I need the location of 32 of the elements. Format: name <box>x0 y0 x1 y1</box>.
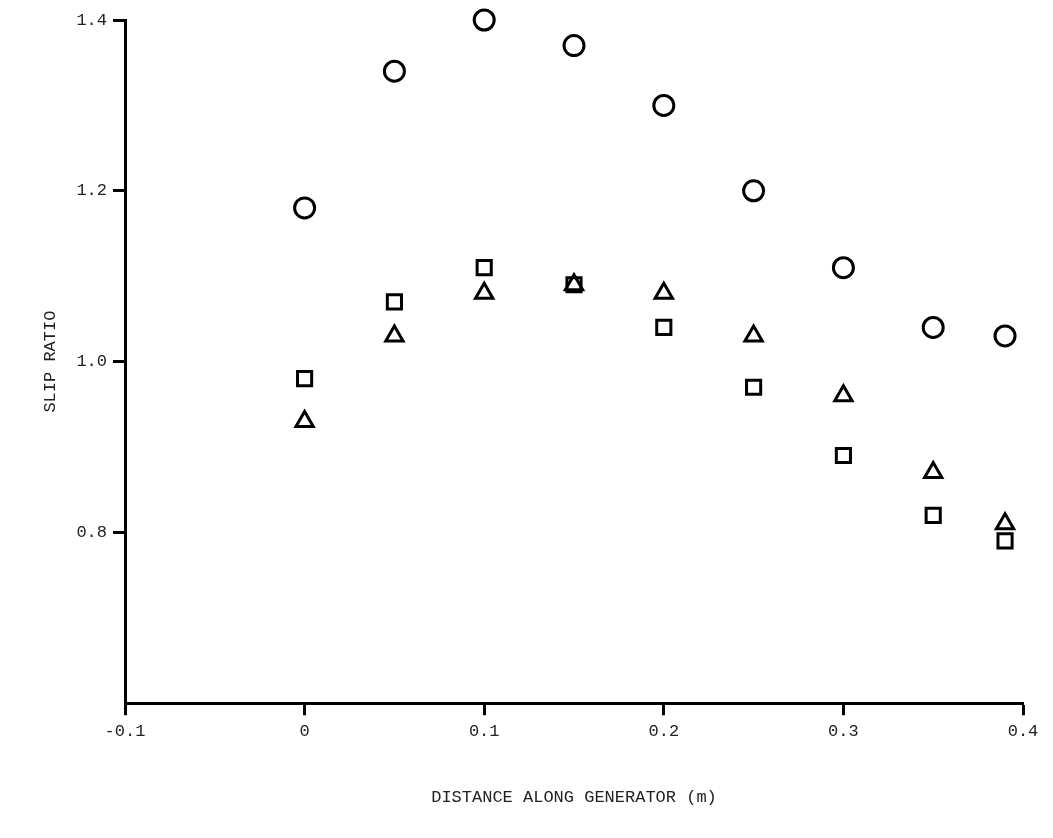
point <box>923 461 944 480</box>
point <box>833 384 854 403</box>
x-tick-label: -0.1 <box>104 721 146 741</box>
point <box>994 512 1016 531</box>
point <box>296 370 314 388</box>
y-axis-title: SLIP RATIO <box>40 310 60 413</box>
y-tick-label: 1.0 <box>76 352 107 372</box>
x-tick-label: 0.3 <box>828 721 859 741</box>
x-tick-label: 0.4 <box>1007 721 1039 741</box>
point <box>831 256 855 280</box>
y-tick-label: 0.8 <box>76 522 107 542</box>
x-tick-label: 0.1 <box>468 721 500 741</box>
y-tick-label: 1.2 <box>76 181 107 201</box>
point <box>996 532 1014 550</box>
point <box>472 8 496 32</box>
point <box>742 179 766 203</box>
point <box>924 506 942 524</box>
x-tick-label: 0.2 <box>648 721 680 741</box>
point <box>993 324 1017 348</box>
point <box>562 34 586 58</box>
point <box>745 378 763 396</box>
point <box>921 315 945 339</box>
point <box>475 259 493 277</box>
point <box>652 93 676 117</box>
x-axis-title: DISTANCE ALONG GENERATOR (m) <box>431 788 717 808</box>
point <box>834 446 852 465</box>
y-tick-label: 1.4 <box>76 10 107 30</box>
point <box>385 293 403 311</box>
x-tick-label: 0 <box>299 721 310 741</box>
point <box>382 59 406 83</box>
point <box>655 318 673 337</box>
point <box>293 196 317 220</box>
